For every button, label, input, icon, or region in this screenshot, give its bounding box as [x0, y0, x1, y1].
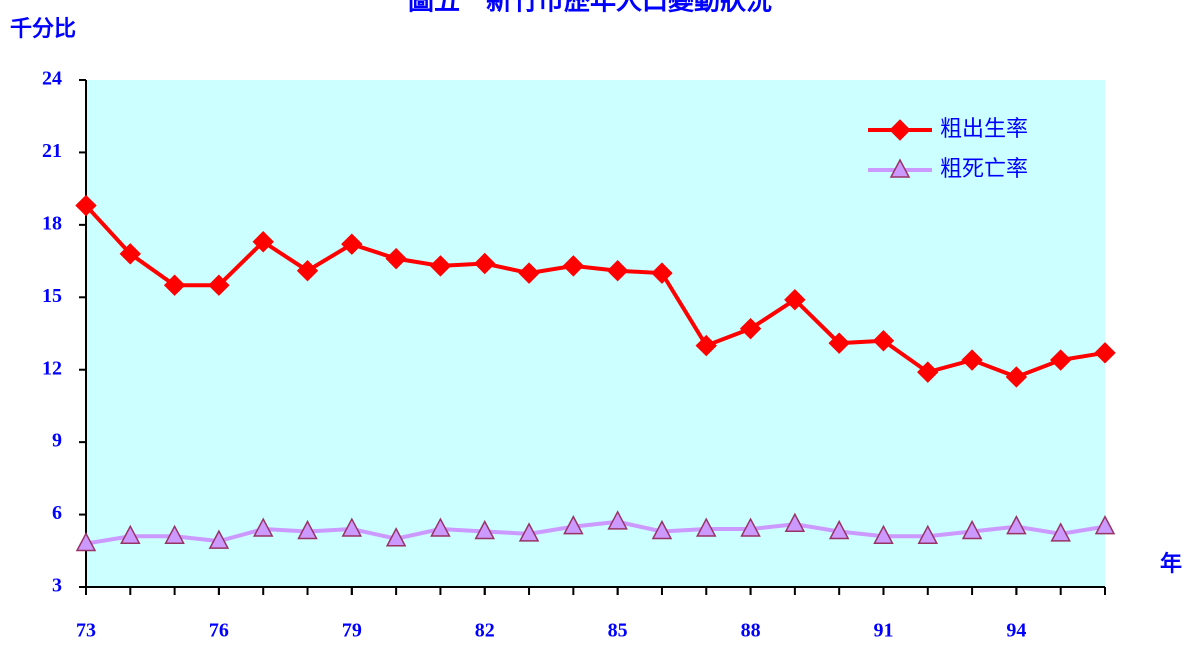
- diamond-marker: [208, 274, 230, 296]
- diamond-marker: [119, 243, 142, 265]
- diamond-marker: [75, 194, 97, 217]
- legend-label: 粗死亡率: [940, 157, 1028, 182]
- triangle-marker: [518, 522, 540, 542]
- triangle-marker: [828, 519, 850, 540]
- triangle-marker: [297, 519, 318, 540]
- triangle-marker: [430, 517, 451, 537]
- diamond-marker: [341, 233, 363, 255]
- x-tick-label: 76: [209, 620, 229, 642]
- y-tick-label: 18: [42, 212, 62, 234]
- diamond-marker: [961, 349, 983, 371]
- diamond-marker: [296, 260, 319, 282]
- x-tick-label: 88: [741, 620, 761, 642]
- y-tick-label: 6: [52, 502, 62, 524]
- triangle-marker: [474, 519, 495, 540]
- triangle-marker: [75, 531, 97, 552]
- diamond-marker: [518, 262, 540, 284]
- diamond-marker: [252, 231, 274, 253]
- diamond-marker: [739, 317, 762, 340]
- diamond-marker: [1005, 366, 1028, 388]
- triangle-marker: [784, 512, 806, 532]
- triangle-marker: [873, 524, 894, 545]
- x-tick-label: 91: [873, 620, 893, 642]
- diamond-marker: [474, 252, 496, 275]
- diamond-marker: [1094, 342, 1116, 364]
- triangle-marker: [740, 517, 761, 537]
- x-tick-label: 79: [342, 620, 362, 642]
- x-tick-label: 94: [1006, 620, 1026, 642]
- y-axis-label: 千分比: [10, 17, 76, 42]
- y-tick-label: 3: [52, 575, 62, 597]
- plot-area: [86, 80, 1105, 587]
- triangle-marker: [696, 517, 717, 537]
- x-tick-label: 73: [76, 620, 96, 642]
- triangle-marker: [1050, 522, 1071, 542]
- triangle-marker: [120, 524, 141, 545]
- y-tick-label: 15: [42, 285, 62, 307]
- triangle-marker: [208, 529, 230, 549]
- diamond-marker: [695, 334, 717, 357]
- triangle-marker: [1006, 515, 1027, 535]
- diamond-marker: [872, 330, 895, 352]
- legend-marker: [889, 119, 911, 141]
- series-line: [85, 519, 1106, 546]
- triangle-marker: [385, 527, 407, 547]
- diamond-marker: [784, 288, 806, 311]
- triangle-marker: [164, 524, 185, 545]
- triangle-marker: [961, 519, 983, 540]
- diamond-marker: [385, 247, 407, 270]
- diamond-marker: [1049, 349, 1072, 371]
- triangle-marker: [1094, 515, 1116, 535]
- triangle-marker: [651, 519, 673, 540]
- x-tick-label: 85: [608, 620, 628, 642]
- diamond-marker: [429, 255, 452, 277]
- y-tick-label: 24: [42, 68, 62, 90]
- diamond-marker: [562, 255, 585, 277]
- y-tick-label: 9: [52, 430, 62, 452]
- triangle-marker: [252, 517, 274, 537]
- diamond-marker: [651, 262, 673, 284]
- legend-label: 粗出生率: [940, 117, 1028, 142]
- x-axis-label: 年: [1160, 551, 1182, 577]
- triangle-marker: [341, 517, 363, 537]
- x-tick-label: 82: [475, 620, 495, 642]
- triangle-marker: [607, 510, 628, 530]
- triangle-marker: [917, 524, 939, 545]
- y-tick-label: 12: [42, 357, 62, 379]
- diamond-marker: [828, 332, 850, 354]
- legend-marker: [889, 158, 911, 178]
- diamond-marker: [606, 260, 629, 282]
- diamond-marker: [163, 274, 186, 296]
- chart-title: 圖五 新竹市歷年人口變動狀況: [408, 0, 772, 17]
- triangle-marker: [563, 515, 584, 535]
- diamond-marker: [917, 361, 939, 383]
- y-tick-label: 21: [42, 140, 62, 162]
